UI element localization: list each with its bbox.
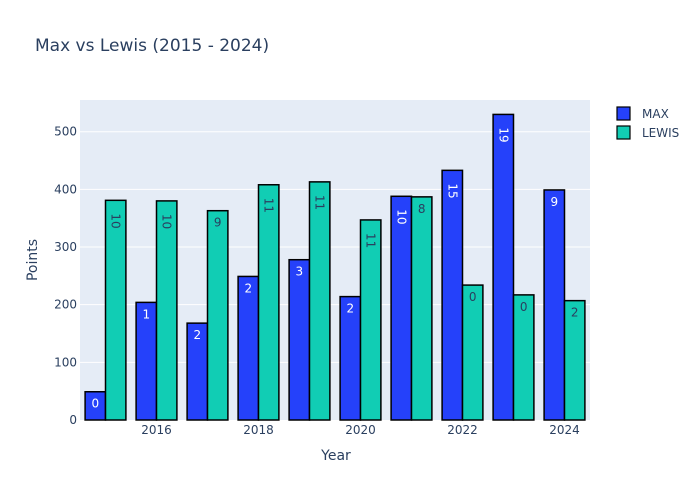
bar-max[interactable]	[237, 275, 260, 421]
y-tick-label: 100	[54, 355, 77, 369]
bar-lewis[interactable]	[512, 294, 535, 421]
x-tick-label: 2020	[345, 423, 376, 437]
bar-max[interactable]	[390, 195, 413, 421]
bar-label: 0	[520, 300, 528, 314]
x-tick-label: 2022	[447, 423, 478, 437]
bar-label: 0	[469, 290, 477, 304]
bar-labels: 0 1 2 2 3 2 10 15 19 9 10 10 9 11 11 11 8 0 0 2	[91, 127, 578, 410]
bar-label: 11	[364, 233, 378, 248]
bar-lewis[interactable]	[206, 209, 229, 421]
bar-label: 11	[262, 198, 276, 213]
x-tick-label: 2024	[549, 423, 580, 437]
legend-label[interactable]: MAX	[642, 107, 669, 121]
y-axis-ticks: 0 100 200 300 400 500	[54, 125, 77, 427]
bars	[84, 113, 586, 421]
bar-label: 2	[244, 281, 252, 295]
bar-label: 11	[313, 195, 327, 210]
y-tick-label: 500	[54, 125, 77, 139]
bar-lewis[interactable]	[563, 299, 586, 421]
bar-label: 3	[295, 265, 303, 279]
bar-lewis[interactable]	[257, 184, 280, 421]
bar-lewis[interactable]	[359, 219, 382, 421]
y-tick-label: 400	[54, 182, 77, 196]
bar-label: 1	[142, 307, 150, 321]
y-axis-label: Points	[25, 239, 41, 281]
x-tick-label: 2016	[141, 423, 172, 437]
bar-lewis[interactable]	[308, 181, 331, 421]
x-tick-label: 2018	[243, 423, 274, 437]
y-tick-label: 0	[69, 413, 77, 427]
chart-title: Max vs Lewis (2015 - 2024)	[35, 36, 269, 56]
x-axis-ticks: 2016 2018 2020 2022 2024	[141, 423, 580, 437]
bar-label: 2	[193, 328, 201, 342]
bar-label: 9	[214, 216, 222, 230]
bar-max[interactable]	[441, 169, 464, 421]
bar-lewis[interactable]	[155, 200, 178, 421]
bar-label: 10	[109, 213, 123, 228]
bar-label: 19	[496, 127, 510, 142]
y-tick-label: 200	[54, 298, 77, 312]
bar-max[interactable]	[543, 189, 566, 421]
legend-swatch[interactable]	[616, 106, 631, 121]
legend-swatch[interactable]	[616, 125, 631, 140]
bar-label: 2	[346, 302, 354, 316]
bar-lewis[interactable]	[461, 284, 484, 421]
legend-label[interactable]: LEWIS	[642, 126, 679, 140]
bar-label: 2	[571, 306, 579, 320]
bar-lewis[interactable]	[104, 199, 127, 421]
x-axis-label: Year	[320, 448, 351, 464]
bar-label: 10	[160, 214, 174, 229]
bar-label: 15	[445, 183, 459, 198]
legend[interactable]: MAX LEWIS	[616, 106, 679, 140]
bar-max[interactable]	[492, 113, 515, 421]
bar-label: 8	[418, 202, 426, 216]
bar-max[interactable]	[288, 258, 311, 421]
bar-label: 9	[550, 195, 558, 209]
bar-label: 10	[394, 209, 408, 224]
y-tick-label: 300	[54, 240, 77, 254]
bar-label: 0	[91, 397, 99, 411]
bar-lewis[interactable]	[410, 196, 433, 421]
